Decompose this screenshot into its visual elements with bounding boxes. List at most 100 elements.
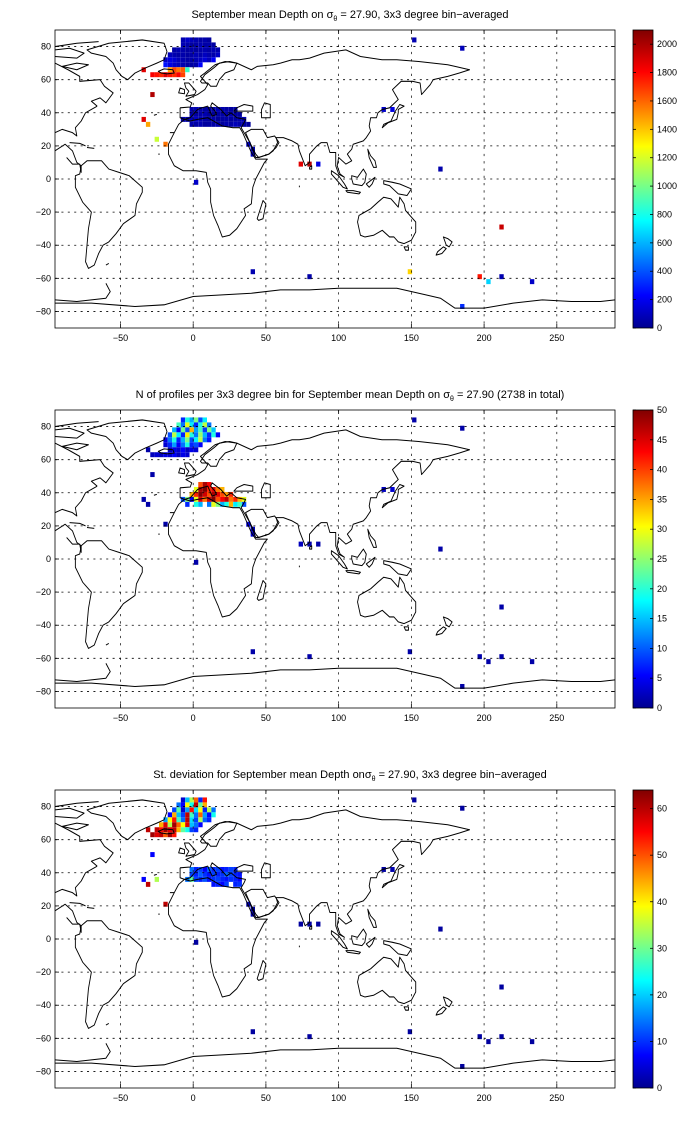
bin-cell — [193, 432, 199, 438]
bin-cell — [167, 832, 173, 838]
bin-cell — [189, 866, 194, 872]
colorbar-tick-label: 1400 — [657, 124, 677, 134]
bin-cell — [215, 501, 221, 507]
bin-cell — [193, 939, 199, 945]
bin-cell — [189, 427, 194, 433]
bin-cell — [202, 432, 207, 438]
bin-cell — [185, 437, 190, 443]
bin-cell — [438, 546, 443, 552]
bin-cell — [185, 447, 190, 453]
y-ticks: 80 60 40 20 0 −20 −40 −60 −80 — [36, 422, 615, 696]
bin-cell — [167, 57, 173, 63]
x-tick-label: −50 — [113, 333, 128, 343]
bin-cell — [224, 866, 229, 872]
bin-cell — [185, 827, 190, 833]
bin-cell — [176, 807, 181, 813]
x-tick-label: 100 — [331, 713, 346, 723]
bin-cell — [193, 822, 199, 828]
bin-cell — [224, 491, 229, 497]
bin-cell — [211, 501, 216, 507]
bin-cell — [412, 417, 417, 423]
bin-cell — [172, 817, 177, 823]
bin-cell — [207, 47, 212, 53]
bin-cell — [460, 683, 465, 689]
bin-cell — [486, 659, 491, 665]
bin-cell — [202, 486, 207, 492]
bin-cell — [220, 866, 225, 872]
bin-cell — [172, 67, 177, 73]
bin-cell — [307, 274, 312, 280]
bin-cell — [193, 427, 199, 433]
bin-cell — [207, 121, 212, 127]
bin-cell — [163, 62, 168, 68]
bin-cell — [220, 116, 225, 122]
x-tick-label: 0 — [191, 713, 196, 723]
bin-cell — [159, 452, 164, 458]
data-cells — [141, 417, 535, 689]
bin-cell — [460, 805, 465, 811]
bin-cell — [198, 437, 203, 443]
bin-cell — [154, 136, 159, 142]
bin-cell — [224, 121, 229, 127]
bin-cell — [211, 881, 216, 887]
bin-cell — [189, 432, 194, 438]
bin-cell — [198, 422, 203, 428]
bin-cell — [172, 832, 177, 838]
x-tick-label: −50 — [113, 1093, 128, 1103]
bin-cell — [224, 876, 229, 882]
plot-background — [55, 790, 615, 1088]
bin-cell — [185, 802, 190, 808]
colorbar-tick-label: 20 — [657, 990, 667, 1000]
bin-cell — [298, 541, 303, 547]
bin-cell — [215, 876, 221, 882]
bin-cell — [202, 106, 207, 112]
bin-cell — [180, 37, 186, 43]
x-ticks: −50 0 50 100 150 200 250 — [113, 410, 564, 723]
bin-cell — [180, 822, 186, 828]
bin-cell — [198, 442, 203, 448]
bin-cell — [185, 822, 190, 828]
bin-cell — [185, 496, 190, 502]
x-tick-label: 100 — [331, 333, 346, 343]
bin-cell — [172, 47, 177, 53]
bin-cell — [207, 116, 212, 122]
bin-cell — [460, 303, 465, 309]
y-tick-label: −40 — [36, 620, 51, 630]
bin-cell — [145, 881, 151, 887]
bin-cell — [176, 72, 181, 78]
bin-cell — [307, 921, 312, 927]
bin-cell — [202, 57, 207, 63]
bin-cell — [202, 817, 207, 823]
bin-cell — [207, 52, 212, 58]
colorbar-tick-label: 10 — [657, 643, 667, 653]
bin-cell — [220, 491, 225, 497]
bin-cell — [193, 827, 199, 833]
colorbar-tick-label: 10 — [657, 1036, 667, 1046]
panel-std-deviation: St. deviation for September mean Depth o… — [36, 769, 667, 1103]
bin-cell — [167, 442, 173, 448]
bin-cell — [193, 47, 199, 53]
panel-title: September mean Depth on σθ = 27.90, 3x3 … — [191, 9, 508, 23]
bin-cell — [211, 491, 216, 497]
bin-cell — [189, 827, 194, 833]
bin-cell — [172, 57, 177, 63]
bin-cell — [141, 496, 146, 502]
colorbar-tick-label: 0 — [657, 323, 662, 333]
y-tick-label: −80 — [36, 1066, 51, 1076]
bin-cell — [220, 111, 225, 117]
bin-cell — [193, 871, 199, 877]
bin-cell — [477, 274, 482, 280]
bin-cell — [185, 37, 190, 43]
bin-cell — [220, 876, 225, 882]
bin-cell — [438, 926, 443, 932]
y-ticks: 80 60 40 20 0 −20 −40 −60 −80 — [36, 802, 615, 1076]
bin-cell — [246, 521, 251, 527]
bin-cell — [228, 116, 234, 122]
bin-cell — [193, 797, 199, 803]
bin-cell — [163, 442, 168, 448]
y-tick-label: 60 — [41, 75, 51, 85]
colorbar-tick-label: 45 — [657, 435, 667, 445]
bin-cell — [172, 52, 177, 58]
bin-cell — [198, 37, 203, 43]
bin-cell — [176, 62, 181, 68]
